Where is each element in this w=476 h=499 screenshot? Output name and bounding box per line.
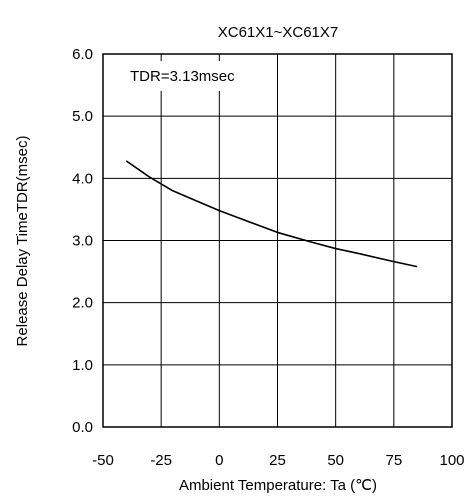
y-tick-label: 6.0: [72, 46, 93, 63]
y-axis-label-main: Release Delay Time: [14, 212, 31, 346]
y-tick-label: 0.0: [72, 419, 93, 436]
y-tick-label: 5.0: [72, 108, 93, 125]
series-layer: [125, 160, 418, 268]
x-tick-label: 25: [269, 452, 286, 469]
x-tick-label: 50: [327, 452, 344, 469]
x-tick-label: -25: [150, 452, 172, 469]
y-tick-label: 1.0: [72, 357, 93, 374]
annotation-box: [122, 61, 265, 91]
plot-frame: [102, 53, 453, 428]
y-tick-label: 4.0: [72, 170, 93, 187]
x-tick-label: 75: [385, 452, 402, 469]
x-axis-label: Ambient Temperature: Ta (℃): [179, 477, 377, 494]
y-axis-label-unit: (msec): [14, 136, 31, 182]
y-axis-ticks: 0.0 1.0 2.0 3.0 4.0 5.0 6.0: [72, 46, 93, 436]
x-tick-label: -50: [92, 452, 114, 469]
x-tick-label: 100: [439, 452, 464, 469]
x-axis-ticks: -50 -25 0 25 50 75 100: [92, 452, 464, 469]
y-tick-label: 2.0: [72, 295, 93, 312]
x-tick-label: 0: [215, 452, 223, 469]
chart-title: XC61X1~XC61X7: [218, 24, 339, 41]
y-axis-label-symbol: TDR: [14, 181, 31, 212]
series-line: [125, 160, 418, 268]
y-axis-label: Release Delay TimeTDR(msec): [14, 136, 31, 347]
grid: [103, 54, 452, 427]
annotation-text: TDR=3.13msec: [130, 68, 235, 85]
y-tick-label: 3.0: [72, 233, 93, 250]
